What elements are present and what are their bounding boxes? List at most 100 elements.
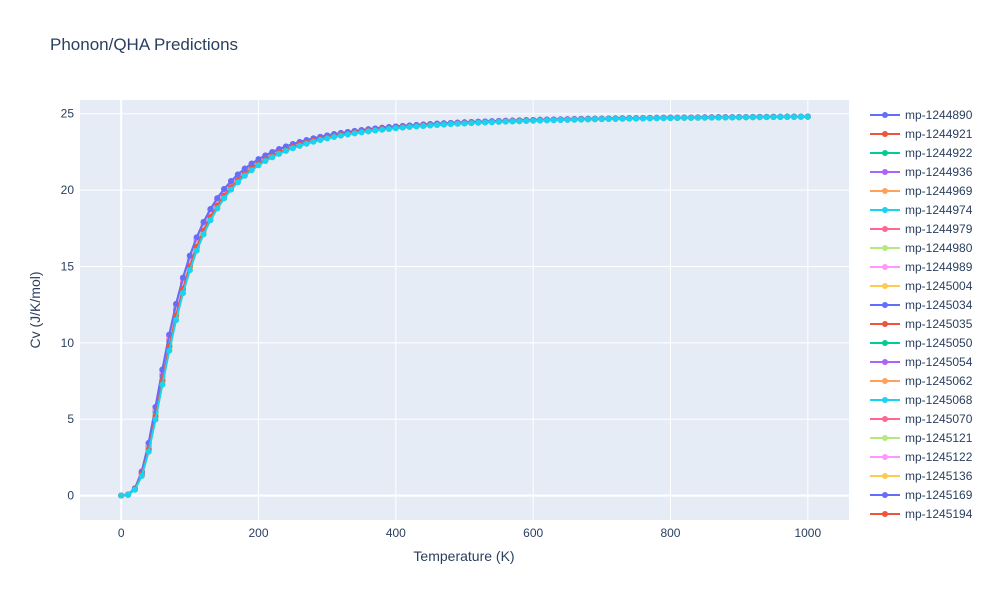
- legend-item[interactable]: mp-1244921: [870, 127, 973, 141]
- data-point: [646, 115, 653, 122]
- data-point: [482, 119, 489, 126]
- data-point: [578, 116, 585, 123]
- legend-item[interactable]: mp-1245121: [870, 431, 973, 445]
- data-point: [743, 114, 750, 121]
- legend-label: mp-1244980: [905, 241, 973, 255]
- legend-label: mp-1245054: [905, 355, 973, 369]
- legend-item[interactable]: mp-1244890: [870, 108, 973, 122]
- data-point: [557, 117, 564, 124]
- data-point: [131, 486, 138, 493]
- data-point: [138, 472, 145, 479]
- legend-label: mp-1245034: [905, 298, 973, 312]
- data-point: [118, 492, 125, 499]
- data-point: [722, 114, 729, 121]
- data-point: [372, 127, 379, 134]
- legend-item[interactable]: mp-1245070: [870, 412, 973, 426]
- legend-label: mp-1245122: [905, 450, 973, 464]
- data-point: [145, 448, 152, 455]
- legend-label: mp-1245169: [905, 488, 973, 502]
- data-point: [434, 122, 441, 129]
- legend-item[interactable]: mp-1244936: [870, 165, 973, 179]
- legend-marker-swatch: [882, 416, 888, 422]
- legend-item[interactable]: mp-1244974: [870, 203, 973, 217]
- plot-area: [80, 100, 849, 520]
- data-point: [310, 138, 317, 145]
- legend-item[interactable]: mp-1245136: [870, 469, 973, 483]
- data-point: [612, 115, 619, 122]
- legend-item[interactable]: mp-1245068: [870, 393, 973, 407]
- legend-item[interactable]: mp-1245169: [870, 488, 973, 502]
- legend-item[interactable]: mp-1245034: [870, 298, 973, 312]
- data-point: [694, 114, 701, 121]
- legend[interactable]: mp-1244890 mp-1244921 mp-1244922 mp-1244936…: [870, 108, 973, 521]
- data-point: [688, 114, 695, 121]
- legend-marker-swatch: [882, 131, 888, 137]
- x-axis-label: Temperature (K): [413, 548, 514, 564]
- legend-item[interactable]: mp-1245122: [870, 450, 973, 464]
- data-point: [653, 115, 660, 122]
- data-point: [234, 171, 241, 178]
- data-point: [777, 114, 784, 121]
- data-point: [200, 218, 207, 225]
- data-point: [749, 114, 756, 121]
- data-point: [173, 316, 180, 323]
- data-point: [681, 114, 688, 121]
- data-point: [214, 205, 221, 212]
- y-axis-label: Cv (J/K/mol): [27, 272, 43, 349]
- legend-item[interactable]: mp-1245004: [870, 279, 973, 293]
- data-point: [667, 115, 674, 122]
- data-point: [241, 172, 248, 179]
- data-point: [619, 115, 626, 122]
- data-point: [207, 217, 214, 224]
- legend-item[interactable]: mp-1244980: [870, 241, 973, 255]
- data-point: [344, 131, 351, 138]
- data-point: [674, 115, 681, 122]
- legend-item[interactable]: mp-1245062: [870, 374, 973, 388]
- legend-item[interactable]: mp-1245035: [870, 317, 973, 331]
- data-point: [351, 130, 358, 137]
- data-point: [303, 140, 310, 147]
- x-tick-label: 800: [660, 526, 680, 540]
- legend-marker-swatch: [882, 359, 888, 365]
- legend-label: mp-1244890: [905, 108, 973, 122]
- data-point: [564, 116, 571, 123]
- data-point: [399, 124, 406, 131]
- data-point: [365, 128, 372, 135]
- legend-label: mp-1244922: [905, 146, 973, 160]
- legend-item[interactable]: mp-1245050: [870, 336, 973, 350]
- data-point: [585, 116, 592, 123]
- data-point: [461, 120, 468, 127]
- data-point: [337, 132, 344, 139]
- legend-marker-swatch: [882, 150, 888, 156]
- legend-marker-swatch: [882, 302, 888, 308]
- legend-item[interactable]: mp-1244989: [870, 260, 973, 274]
- legend-label: mp-1245004: [905, 279, 973, 293]
- legend-marker-swatch: [882, 188, 888, 194]
- legend-label: mp-1244979: [905, 222, 973, 236]
- legend-label: mp-1245194: [905, 507, 973, 521]
- legend-item[interactable]: mp-1244979: [870, 222, 973, 236]
- data-point: [509, 118, 516, 125]
- legend-item[interactable]: mp-1245054: [870, 355, 973, 369]
- data-point: [248, 167, 255, 174]
- legend-item[interactable]: mp-1244922: [870, 146, 973, 160]
- legend-item[interactable]: mp-1244969: [870, 184, 973, 198]
- data-point: [605, 116, 612, 123]
- data-point: [186, 267, 193, 274]
- data-point: [282, 147, 289, 154]
- data-point: [200, 231, 207, 238]
- data-point: [179, 274, 186, 281]
- gridlines: [80, 100, 849, 520]
- legend-marker-swatch: [882, 511, 888, 517]
- data-point: [756, 114, 763, 121]
- legend-item[interactable]: mp-1245194: [870, 507, 973, 521]
- y-tick-label: 5: [67, 412, 74, 426]
- data-point: [420, 122, 427, 129]
- data-point: [468, 120, 475, 127]
- data-point: [797, 113, 804, 120]
- data-point: [159, 381, 166, 388]
- data-point: [488, 119, 495, 126]
- legend-label: mp-1244974: [905, 203, 973, 217]
- data-point: [530, 117, 537, 124]
- y-tick-label: 10: [61, 336, 75, 350]
